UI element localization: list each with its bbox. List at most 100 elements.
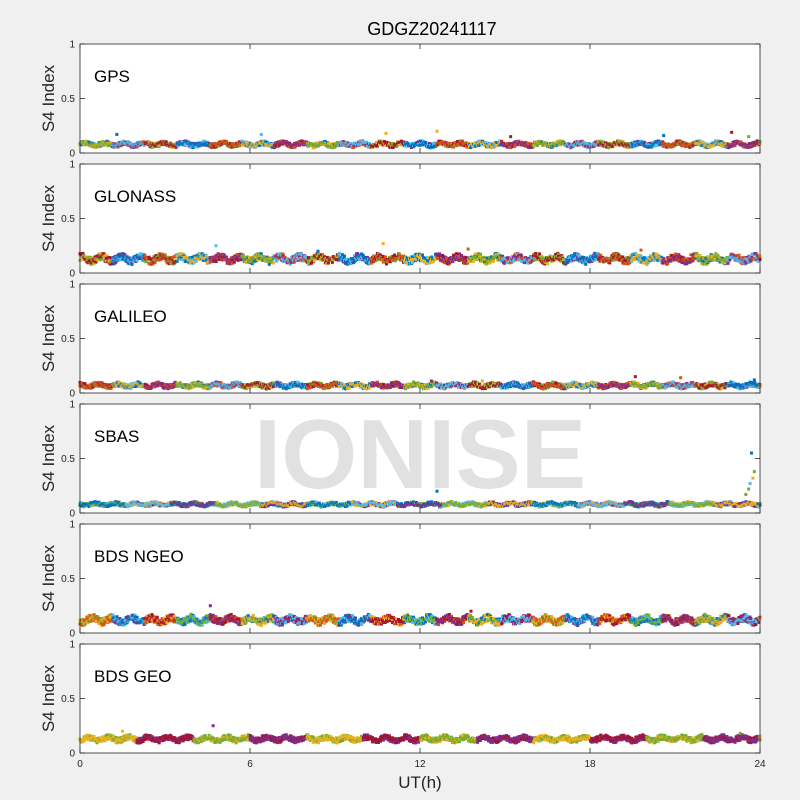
data-point (552, 258, 556, 262)
data-point (658, 259, 662, 263)
data-point (316, 257, 320, 261)
data-point (128, 384, 132, 388)
data-point (516, 256, 520, 260)
data-point (355, 252, 359, 256)
data-point (710, 254, 714, 258)
data-point (174, 144, 178, 148)
data-point (334, 384, 338, 388)
data-point (419, 253, 423, 257)
data-point (93, 255, 97, 259)
data-point (754, 252, 758, 256)
data-point (348, 259, 352, 263)
data-point (306, 259, 310, 263)
data-point (604, 141, 608, 145)
data-point (726, 142, 730, 146)
data-point (291, 380, 295, 384)
data-point (196, 380, 200, 384)
data-point (728, 258, 732, 262)
data-point (456, 140, 460, 144)
data-point (517, 139, 521, 143)
data-point (114, 260, 118, 264)
data-point (462, 255, 466, 259)
data-point (359, 142, 363, 146)
data-point (679, 257, 683, 261)
data-point (756, 254, 760, 258)
data-point (300, 382, 304, 386)
outlier-point (466, 247, 470, 251)
data-point (81, 251, 85, 255)
data-point (154, 254, 158, 258)
data-point (285, 257, 289, 261)
data-point (201, 258, 205, 262)
data-point (691, 259, 695, 263)
data-point (292, 256, 296, 260)
data-point (238, 255, 242, 259)
data-point (124, 259, 128, 263)
data-point (241, 253, 245, 257)
data-point (638, 257, 642, 261)
data-point (695, 252, 699, 256)
data-point (129, 386, 133, 390)
data-point (250, 256, 254, 260)
data-point (367, 261, 371, 265)
data-point (243, 383, 247, 387)
data-point (397, 252, 401, 256)
data-point (304, 256, 308, 260)
data-point (288, 262, 292, 266)
data-point (432, 259, 436, 263)
data-point (421, 143, 425, 147)
data-point (383, 255, 387, 259)
data-point (237, 384, 241, 388)
data-point (475, 256, 479, 260)
data-point (732, 140, 736, 144)
data-point (103, 254, 107, 258)
data-point (337, 251, 341, 255)
data-point (322, 255, 326, 259)
data-point (192, 260, 196, 264)
data-point (244, 387, 248, 391)
data-point (714, 252, 718, 256)
data-point (570, 259, 574, 263)
data-point (170, 255, 174, 259)
data-point (175, 259, 179, 263)
data-point (206, 256, 210, 260)
data-point (174, 145, 178, 149)
y-axis-label: S4 Index (39, 184, 58, 252)
data-point (267, 262, 271, 266)
data-point (281, 253, 285, 257)
data-point (94, 260, 98, 264)
data-point (224, 257, 228, 261)
data-point (524, 141, 528, 145)
data-point (357, 142, 361, 146)
data-point (157, 144, 161, 148)
data-point (109, 386, 113, 390)
data-point (537, 256, 541, 260)
data-point (287, 386, 291, 390)
data-point (453, 256, 457, 260)
data-point (80, 257, 84, 261)
data-point (128, 260, 132, 264)
data-point (275, 143, 279, 147)
data-point (291, 259, 295, 263)
data-point (520, 256, 524, 260)
data-point (310, 142, 314, 146)
data-point (698, 140, 702, 144)
data-point (590, 142, 594, 146)
data-point (273, 257, 277, 261)
data-point (299, 253, 303, 257)
data-point (213, 141, 217, 145)
data-point (357, 258, 361, 262)
data-point (86, 256, 90, 260)
data-point (304, 140, 308, 144)
data-point (451, 260, 455, 264)
data-point (403, 144, 407, 148)
data-point (183, 143, 187, 147)
data-point (400, 257, 404, 261)
y-tick-label: 0 (69, 269, 75, 280)
data-point (306, 383, 310, 387)
data-point (240, 255, 244, 259)
data-point (244, 260, 248, 264)
data-point (182, 254, 186, 258)
